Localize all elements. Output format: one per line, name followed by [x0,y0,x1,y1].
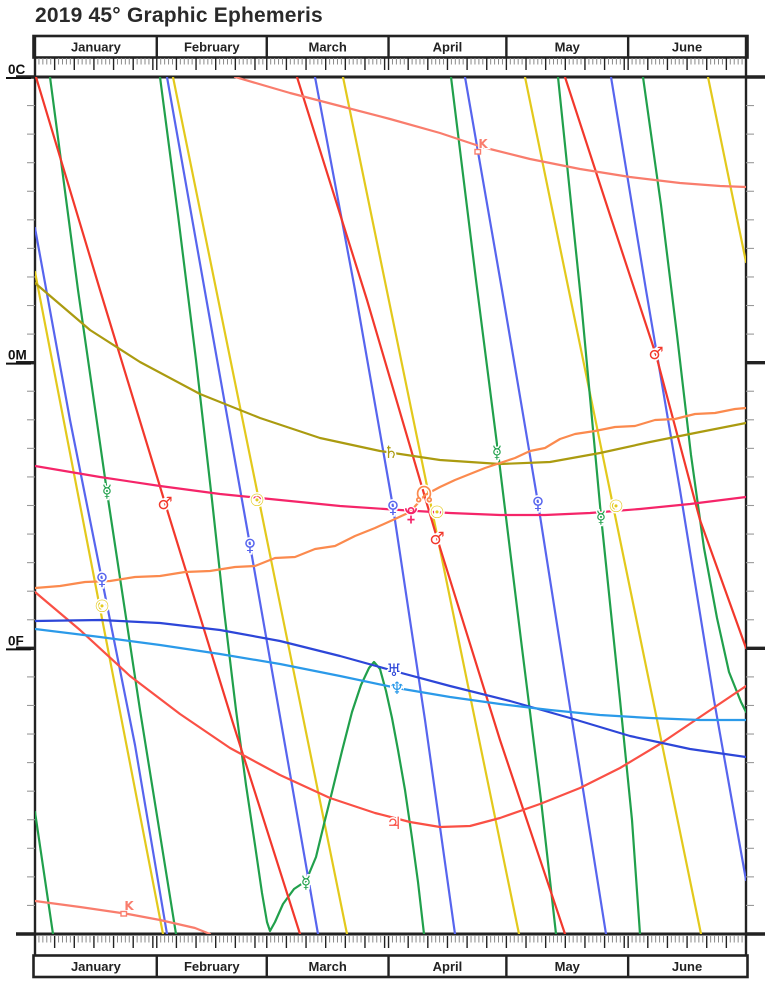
axis-label-0c: 0C [8,62,26,77]
svg-text:☉: ☉ [249,491,264,511]
month-cell-may: May [555,40,581,55]
svg-text:♅: ♅ [386,661,401,681]
neptune-glyph: ♆ [388,678,406,701]
svg-text:☉: ☉ [429,503,444,523]
chiron-line [35,899,212,934]
mercury-line [48,77,178,934]
month-cell-march: March [309,959,347,974]
venus-glyph: ♀ [94,569,109,592]
chiron-glyph: K [120,898,136,917]
month-cell-march: March [309,40,347,55]
svg-text:♂: ♂ [648,344,663,364]
degree-tick-axis [6,75,765,936]
axis-label-0m: 0M [8,348,27,363]
sun-line [706,77,746,264]
svg-text:☿: ☿ [102,482,112,502]
svg-text:♂: ♂ [429,529,444,549]
planet-glyphs: ☉☉☉ ☉☿☿☿☿♀♀♀ ♀♂♂♂♃♄♅♆KK [93,136,665,917]
svg-text:☿: ☿ [301,873,311,893]
venus-line [609,77,746,882]
north-node-line [35,406,746,590]
sun-glyph: ☉ [607,496,625,519]
mercury-line [556,77,642,934]
plot-frame [33,36,748,977]
svg-text:♀: ♀ [387,498,399,518]
svg-text:K: K [124,899,134,913]
svg-text:♃: ♃ [386,814,401,834]
month-bar-bottom: January February March April May June [32,954,749,979]
svg-text:☉: ☉ [608,497,623,517]
sun-line [35,270,165,934]
sun-line [171,77,349,934]
month-cell-april: April [433,959,463,974]
mars-line [35,77,302,934]
sun-glyph: ☉ [248,490,266,513]
venus-line [463,77,608,934]
venus-glyph: ♀ [530,493,545,516]
mars-line [295,77,567,934]
month-cell-june: June [672,959,702,974]
jupiter-line [35,590,746,829]
month-cell-january: January [71,40,122,55]
svg-text:K: K [478,137,488,151]
month-cell-june: June [672,40,702,55]
sun-glyph: ☉ [93,596,111,619]
chiron-glyph: K [474,136,490,155]
month-cell-april: April [433,40,463,55]
svg-text:♀: ♀ [532,494,544,514]
mercury-line [158,77,426,934]
mercury-glyph: ☿ [490,442,503,465]
sun-line [341,77,521,934]
venus-glyph: ♀ [242,535,257,558]
month-cell-february: February [184,40,240,55]
north-node-glyph [414,484,434,504]
venus-glyph: ♀ [385,497,400,520]
svg-text:☉: ☉ [94,597,109,617]
saturn-glyph: ♄ [382,442,400,465]
left-axis-labels: 0C 0M 0F [8,62,27,648]
day-ruler-top [38,58,743,70]
chiron-line [233,77,746,189]
svg-text:♀: ♀ [244,536,256,556]
mercury-glyph: ☿ [100,481,113,504]
mars-glyph: ♂ [647,343,665,366]
svg-text:♀: ♀ [96,570,108,590]
mars-glyph: ♂ [428,528,446,551]
svg-text:♆: ♆ [389,679,404,699]
svg-text:☿: ☿ [492,443,502,463]
mercury-glyph: ☿ [594,507,607,530]
svg-text:♂: ♂ [157,494,172,514]
month-cell-january: January [71,959,122,974]
uranus-glyph: ♅ [385,660,403,683]
planet-lines [35,77,746,934]
month-bar-top: January February March April May June [32,34,749,59]
page-title: 2019 45° Graphic Ephemeris [35,4,323,27]
sun-line [523,77,703,934]
venus-line [35,226,169,934]
svg-text:♄: ♄ [383,443,398,463]
venus-line [165,77,320,934]
month-cell-february: February [184,959,240,974]
month-cell-may: May [555,959,581,974]
neptune-line [35,627,746,722]
mars-line [563,77,746,650]
pluto-glyph [403,505,419,524]
pluto-line [35,464,746,517]
mercury-line [449,77,558,934]
mercury-line [35,810,55,934]
axis-label-0f: 0F [8,633,24,648]
day-ruler-bottom [38,936,743,948]
jupiter-glyph: ♃ [385,813,403,836]
svg-text:☿: ☿ [596,508,606,528]
sun-glyph: ☉ [428,502,446,525]
mars-glyph: ♂ [156,493,174,516]
mercury-line [641,77,746,714]
mercury-glyph: ☿ [299,872,312,895]
saturn-line [35,281,746,466]
uranus-line [35,618,746,759]
